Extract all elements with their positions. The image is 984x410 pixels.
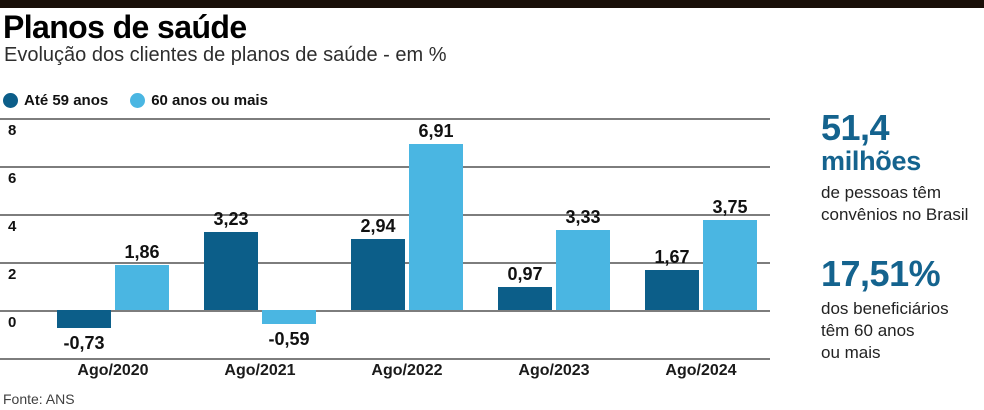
y-tick-label: 4 bbox=[8, 218, 17, 235]
y-tick-label: 6 bbox=[8, 170, 17, 187]
bar-value-label: 0,97 bbox=[507, 264, 543, 284]
x-axis-line bbox=[0, 358, 770, 360]
chart-legend: Até 59 anos 60 anos ou mais bbox=[3, 92, 268, 109]
bar-chart: 8 6 4 2 0 -0,73 1,86 Ago/2020 3,23 -0,59 Ago/2021 2… bbox=[0, 118, 770, 379]
bar-Ago/2022-ate59 bbox=[351, 239, 405, 310]
bar-value-label: -0,73 bbox=[63, 333, 105, 353]
stat-total-unit: milhões bbox=[821, 146, 921, 176]
stat-senior-value: 17,51% bbox=[821, 253, 941, 294]
x-axis-label: Ago/2023 bbox=[518, 362, 590, 379]
bar-Ago/2024-ate59 bbox=[645, 270, 699, 310]
bar-Ago/2024-60mais bbox=[703, 220, 757, 310]
x-axis-label: Ago/2024 bbox=[665, 362, 737, 379]
legend-swatch-icon bbox=[130, 93, 146, 108]
source-note: Fonte: ANS bbox=[3, 391, 75, 407]
bar-Ago/2023-60mais bbox=[556, 230, 610, 310]
x-axis-label: Ago/2022 bbox=[371, 362, 443, 379]
y-tick-label: 0 bbox=[8, 314, 17, 331]
y-tick-label: 2 bbox=[8, 266, 17, 283]
x-axis-label: Ago/2020 bbox=[77, 362, 149, 379]
bar-Ago/2023-ate59 bbox=[498, 287, 552, 310]
y-tick-label: 8 bbox=[8, 122, 17, 139]
bar-value-label: 1,67 bbox=[654, 247, 690, 267]
stat-total-description: de pessoas têm convênios no Brasil bbox=[821, 183, 969, 224]
bar-value-label: 1,86 bbox=[124, 242, 160, 262]
bar-value-label: 2,94 bbox=[360, 216, 396, 236]
page-title: Planos de saúde bbox=[3, 9, 247, 45]
bar-Ago/2021-ate59 bbox=[204, 232, 258, 310]
gridline-y0 bbox=[0, 310, 770, 312]
bar-value-label: -0,59 bbox=[268, 329, 310, 349]
bar-Ago/2020-ate59 bbox=[57, 310, 111, 328]
stat-total-value: 51,4 bbox=[821, 107, 890, 148]
bar-value-label: 3,33 bbox=[565, 207, 601, 227]
x-axis-label: Ago/2021 bbox=[224, 362, 296, 379]
bar-Ago/2020-60mais bbox=[115, 265, 169, 310]
gridline-y4 bbox=[0, 214, 770, 216]
stat-senior-description: dos beneficiários têm 60 anos ou mais bbox=[821, 299, 949, 362]
legend-label: Até 59 anos bbox=[24, 92, 109, 109]
legend-label: 60 anos ou mais bbox=[151, 92, 268, 109]
legend-swatch-icon bbox=[3, 93, 18, 108]
bar-value-label: 6,91 bbox=[418, 121, 454, 141]
legend-item-0: Até 59 anos bbox=[3, 92, 108, 109]
bar-Ago/2021-60mais bbox=[262, 310, 316, 324]
chart-subtitle: Evolução dos clientes de planos de saúde… bbox=[4, 44, 447, 66]
bar-Ago/2022-60mais bbox=[409, 144, 463, 310]
bar-value-label: 3,75 bbox=[712, 197, 748, 217]
stat-senior-share: 17,51% dos beneficiários têm 60 anos ou … bbox=[821, 256, 981, 364]
top-accent-bar bbox=[0, 0, 984, 8]
gridline-y6 bbox=[0, 166, 770, 168]
legend-item-1: 60 anos ou mais bbox=[130, 92, 268, 109]
stat-total-clients: 51,4 milhões de pessoas têm convênios no… bbox=[821, 110, 981, 226]
gridline-y8 bbox=[0, 118, 770, 120]
bar-value-label: 3,23 bbox=[213, 209, 249, 229]
